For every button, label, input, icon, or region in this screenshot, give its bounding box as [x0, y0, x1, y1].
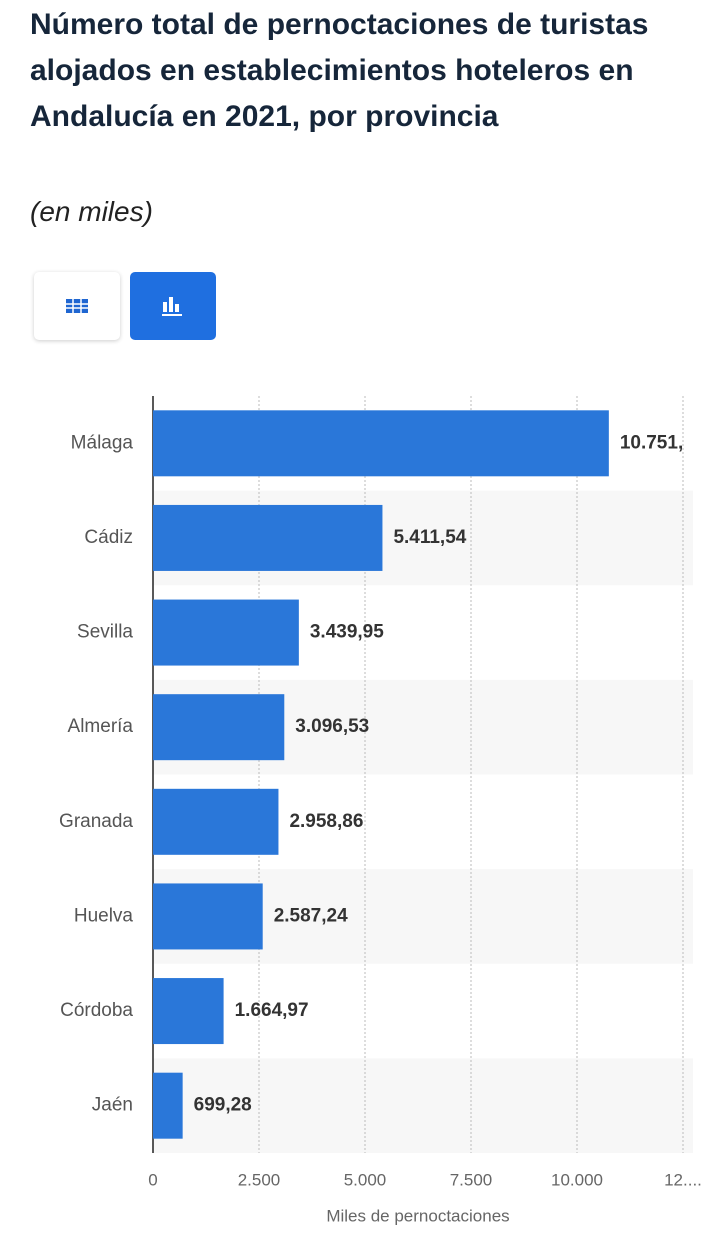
y-tick-label: Cádiz	[84, 527, 133, 548]
x-tick-label: 7.500	[450, 1170, 493, 1189]
bar	[153, 694, 285, 761]
x-tick-label: 0	[148, 1170, 157, 1189]
table-icon	[66, 299, 88, 313]
row-band	[153, 1058, 693, 1153]
row-band	[153, 679, 693, 775]
table-view-button[interactable]	[34, 272, 120, 340]
data-label: 699,28	[194, 1095, 252, 1116]
y-tick-label: Córdoba	[60, 1000, 133, 1021]
chart-view-button[interactable]	[130, 272, 216, 340]
chart-icon	[162, 297, 182, 316]
y-tick-label: Huelva	[74, 905, 134, 926]
data-label: 3.096,53	[295, 716, 369, 737]
y-tick-label: Sevilla	[77, 622, 133, 643]
bar	[153, 788, 279, 855]
x-axis-label: Miles de pernoctaciones	[326, 1206, 509, 1225]
y-tick-label: Granada	[59, 811, 133, 832]
bar	[153, 599, 299, 666]
row-band	[153, 490, 693, 586]
chart-subtitle: (en miles)	[30, 196, 153, 227]
bar	[153, 1072, 183, 1139]
data-label: 5.411,54	[393, 527, 466, 548]
row-band	[153, 869, 693, 964]
data-label: 2.587,24	[274, 905, 348, 926]
data-label: 3.439,95	[310, 622, 384, 643]
x-tick-label: 5.000	[344, 1170, 387, 1189]
y-tick-label: Málaga	[71, 432, 134, 453]
x-tick-label: 12....	[664, 1170, 702, 1189]
x-tick-label: 10.000	[551, 1170, 603, 1189]
data-label: 2.958,86	[289, 811, 363, 832]
y-tick-label: Almería	[68, 716, 134, 737]
bar	[153, 978, 224, 1045]
bar	[153, 504, 383, 571]
data-label: 10.751,	[620, 432, 683, 453]
y-tick-label: Jaén	[92, 1095, 133, 1116]
chart-title: Número total de pernoctaciones de turist…	[30, 8, 649, 133]
bar	[153, 410, 609, 477]
bar	[153, 883, 263, 950]
x-tick-label: 2.500	[238, 1170, 281, 1189]
data-label: 1.664,97	[235, 1000, 309, 1021]
